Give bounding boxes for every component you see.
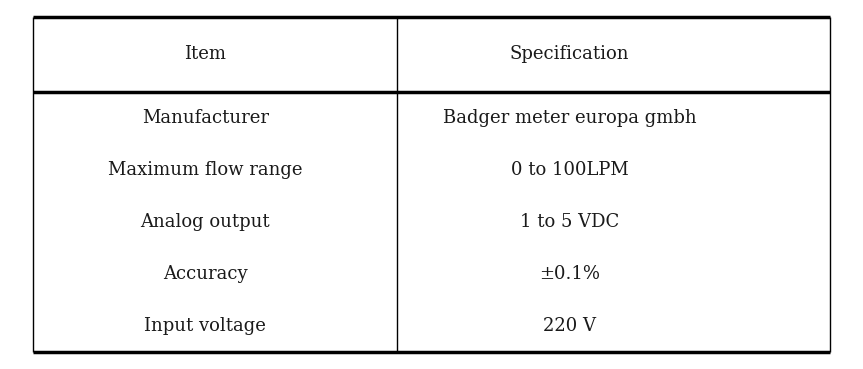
Text: Specification: Specification (510, 45, 629, 63)
Text: Manufacturer: Manufacturer (142, 109, 269, 127)
Text: Item: Item (185, 45, 226, 63)
Text: Accuracy: Accuracy (163, 265, 248, 283)
Text: ±0.1%: ±0.1% (539, 265, 600, 283)
Text: 220 V: 220 V (543, 317, 596, 335)
Text: Maximum flow range: Maximum flow range (108, 161, 303, 179)
Text: Analog output: Analog output (141, 213, 270, 231)
Text: Badger meter europa gmbh: Badger meter europa gmbh (443, 109, 696, 127)
Text: 1 to 5 VDC: 1 to 5 VDC (520, 213, 620, 231)
Text: 0 to 100LPM: 0 to 100LPM (511, 161, 628, 179)
Text: Input voltage: Input voltage (144, 317, 267, 335)
